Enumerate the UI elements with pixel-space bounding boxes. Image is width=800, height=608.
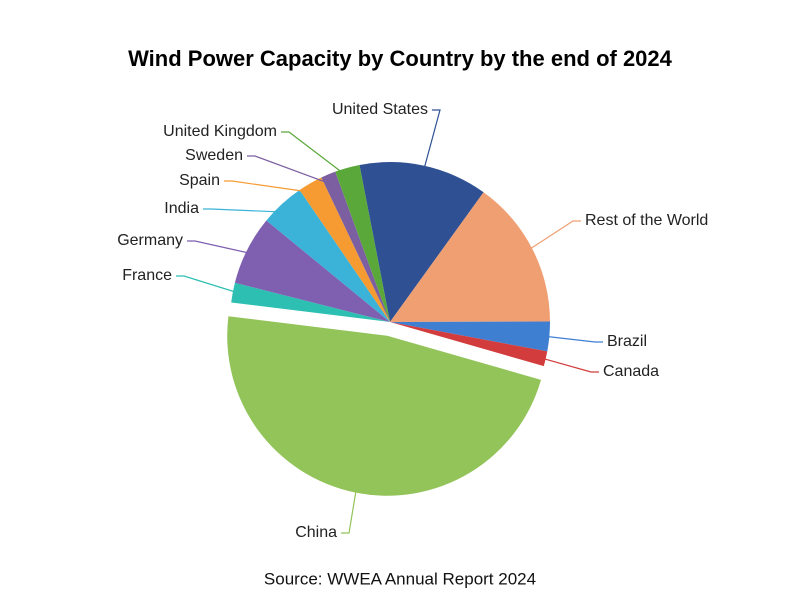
pie-slice (390, 321, 550, 352)
leader-line (187, 240, 258, 256)
leader-line (224, 180, 316, 194)
pie-slice (234, 220, 390, 322)
leader-line (538, 334, 603, 343)
slice-label: Germany (117, 232, 183, 249)
pie-slice (390, 322, 548, 367)
slice-label: India (164, 200, 199, 217)
leader-line (281, 131, 351, 180)
leader-line (176, 275, 244, 296)
leader-line (534, 355, 599, 373)
slice-label: France (122, 267, 172, 284)
slice-label: Sweden (185, 147, 243, 164)
pie-slice (299, 177, 390, 322)
pie-slice (321, 171, 390, 322)
pie-slice (231, 282, 390, 322)
leader-line (341, 481, 359, 534)
slice-label: Rest of the World (585, 212, 708, 229)
slice-label: Spain (179, 172, 220, 189)
leader-line (421, 109, 441, 177)
pie-slice (227, 316, 542, 496)
pie-slice (266, 189, 390, 322)
leader-line (247, 155, 333, 186)
slice-label: United States (332, 101, 428, 118)
pie-slice (390, 192, 550, 322)
slice-label: China (295, 524, 337, 541)
leader-line (522, 220, 581, 255)
pie-slice (359, 161, 484, 322)
leader-line (203, 208, 290, 213)
pie-slice (335, 164, 390, 322)
slice-label: Brazil (607, 333, 647, 350)
slice-label: Canada (603, 363, 659, 380)
chart-title: Wind Power Capacity by Country by the en… (128, 46, 673, 71)
source-note: Source: WWEA Annual Report 2024 (264, 569, 536, 588)
slice-label: United Kingdom (163, 123, 277, 140)
